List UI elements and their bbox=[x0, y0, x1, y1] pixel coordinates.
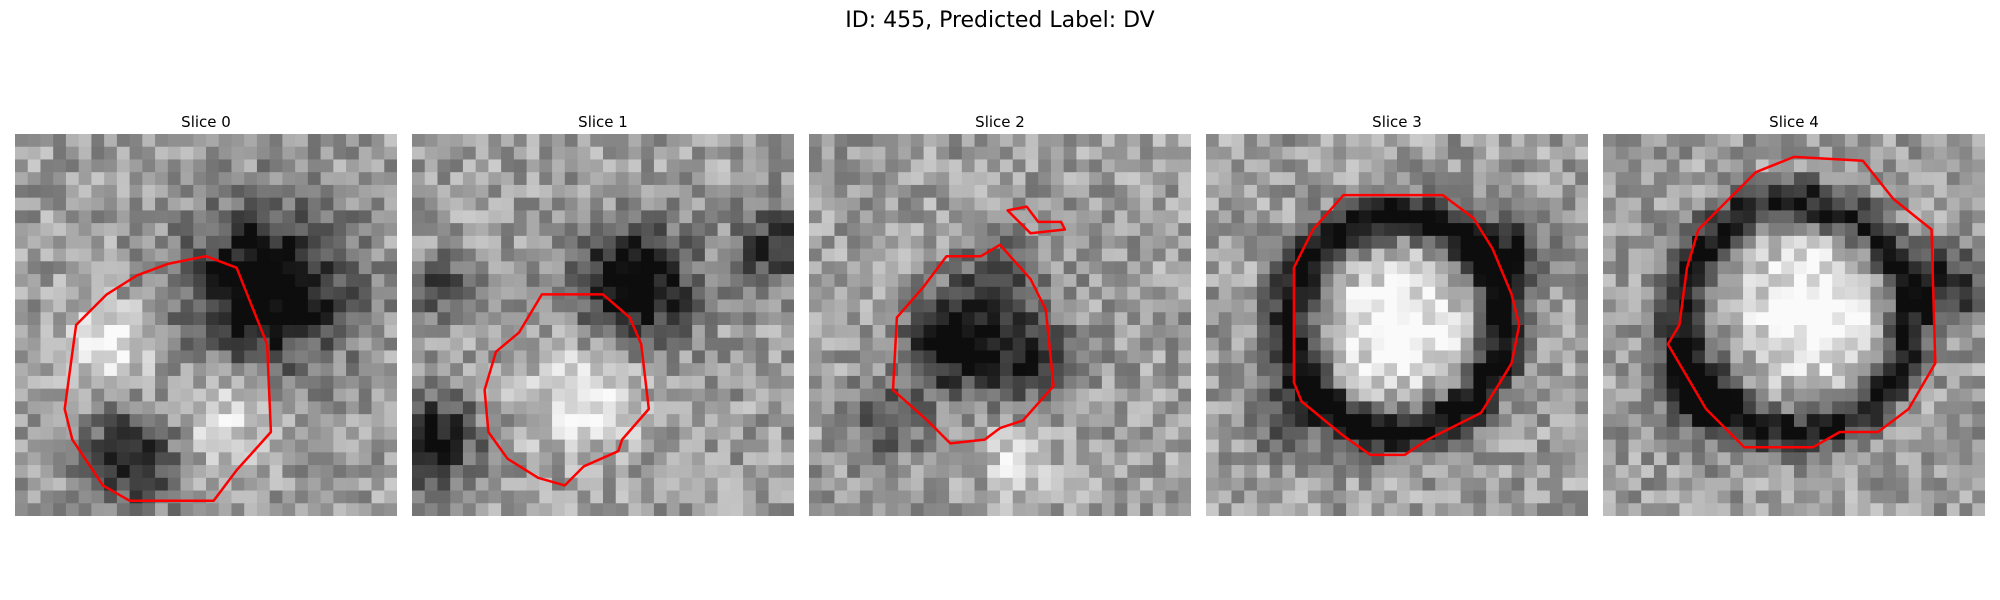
segmentation-contour bbox=[891, 243, 1055, 445]
slice-image bbox=[15, 134, 397, 516]
slice-title: Slice 2 bbox=[975, 113, 1025, 131]
figure-title: ID: 455, Predicted Label: DV bbox=[845, 8, 1155, 33]
slice-panel-3: Slice 3 bbox=[1206, 110, 1588, 516]
slice-image bbox=[809, 134, 1191, 516]
slice-title: Slice 3 bbox=[1372, 113, 1422, 131]
segmentation-contour-fragment bbox=[1006, 205, 1067, 235]
slice-panel-0: Slice 0 bbox=[15, 110, 397, 516]
slice-panel-2: Slice 2 bbox=[809, 110, 1191, 516]
segmentation-contour bbox=[1666, 155, 1937, 449]
slice-panel-1: Slice 1 bbox=[412, 110, 794, 516]
slice-image bbox=[1206, 134, 1588, 516]
segmentation-contour bbox=[483, 293, 651, 487]
slice-image bbox=[1603, 134, 1985, 516]
slice-title: Slice 0 bbox=[181, 113, 231, 131]
segmentation-contour bbox=[1292, 193, 1521, 457]
slice-image bbox=[412, 134, 794, 516]
slice-title: Slice 1 bbox=[578, 113, 628, 131]
slice-panel-4: Slice 4 bbox=[1603, 110, 1985, 516]
segmentation-contour bbox=[63, 254, 273, 502]
slice-title: Slice 4 bbox=[1769, 113, 1819, 131]
